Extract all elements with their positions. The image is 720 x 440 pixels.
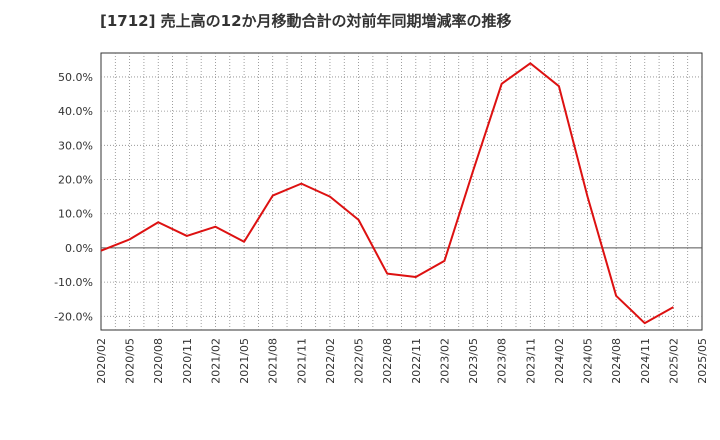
y-tick-label: 30.0% — [58, 139, 93, 152]
x-tick-label: 2023/11 — [524, 338, 537, 384]
x-tick-label: 2022/05 — [353, 338, 366, 384]
y-tick-label: -10.0% — [54, 276, 93, 289]
chart-title: [1712] 売上高の12か月移動合計の対前年同期増減率の推移 — [100, 12, 512, 30]
x-tick-label: 2022/02 — [324, 338, 337, 384]
x-tick-label: 2024/08 — [610, 338, 623, 384]
x-tick-label: 2024/05 — [582, 338, 595, 384]
x-tick-label: 2025/05 — [696, 338, 709, 384]
x-axis: 2020/02 2020/05 2020/08 2020/11 2021/02 2021/… — [95, 338, 709, 384]
x-tick-label: 2023/05 — [467, 338, 480, 384]
y-tick-label: -20.0% — [54, 310, 93, 323]
y-tick-label: 10.0% — [58, 208, 93, 221]
grid-lines — [101, 53, 702, 330]
series-group — [100, 62, 674, 325]
x-tick-label: 2021/08 — [267, 338, 280, 384]
y-tick-label: 50.0% — [58, 71, 93, 84]
x-tick-label: 2023/02 — [438, 338, 451, 384]
x-tick-label: 2021/02 — [209, 338, 222, 384]
x-tick-label: 2024/02 — [553, 338, 566, 384]
x-tick-label: 2020/05 — [124, 338, 137, 384]
y-axis: 50.0% 40.0% 30.0% 20.0% 10.0% 0.0% -10.0% -20.0… — [54, 71, 93, 323]
x-tick-label: 2020/02 — [95, 338, 108, 384]
y-tick-label: 40.0% — [58, 105, 93, 118]
x-tick-label: 2021/05 — [238, 338, 251, 384]
x-tick-label: 2023/08 — [496, 338, 509, 384]
x-tick-label: 2022/11 — [410, 338, 423, 384]
x-tick-label: 2025/02 — [667, 338, 680, 384]
x-tick-label: 2020/11 — [181, 338, 194, 384]
x-tick-label: 2021/11 — [295, 338, 308, 384]
x-tick-label: 2022/08 — [381, 338, 394, 384]
x-tick-label: 2020/08 — [152, 338, 165, 384]
y-tick-label: 0.0% — [65, 242, 93, 255]
x-tick-label: 2024/11 — [639, 338, 652, 384]
y-tick-label: 20.0% — [58, 174, 93, 187]
